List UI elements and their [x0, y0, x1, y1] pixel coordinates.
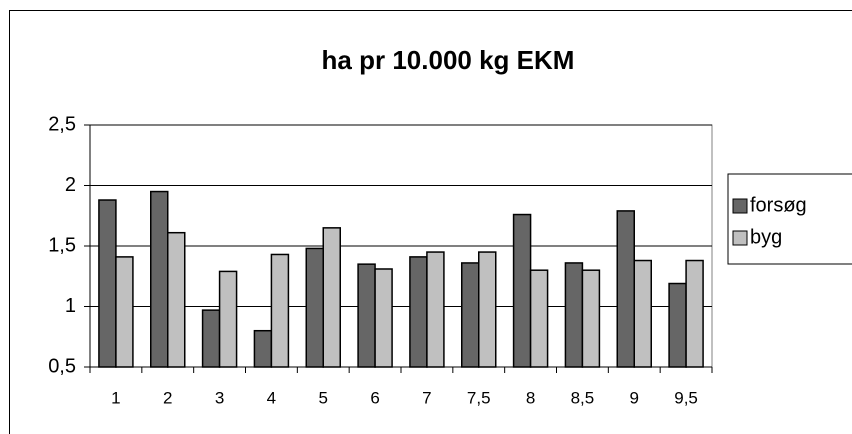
- bar: [668, 282, 687, 368]
- x-tick-label: 7: [422, 388, 431, 407]
- bar: [616, 210, 635, 368]
- bar: [305, 247, 324, 368]
- x-tick-label: 8,5: [571, 388, 595, 407]
- bar: [98, 199, 117, 368]
- bar: [461, 262, 480, 368]
- bar: [564, 262, 584, 368]
- bar: [218, 270, 238, 368]
- bar: [685, 259, 704, 368]
- bar: [529, 269, 549, 368]
- legend-swatch: [732, 198, 748, 214]
- x-tick-label: 7,5: [467, 388, 491, 407]
- bar: [478, 251, 497, 368]
- x-tick-label: 2: [163, 388, 172, 407]
- bar: [322, 227, 341, 368]
- chart-title: ha pr 10.000 kg EKM: [322, 45, 575, 75]
- bar: [426, 251, 445, 368]
- bar: [270, 253, 290, 368]
- x-tick-label: 9: [630, 388, 639, 407]
- legend-box: [727, 173, 852, 265]
- y-tick-label: 2,5: [48, 113, 76, 135]
- legend-swatch: [732, 230, 748, 246]
- bar: [409, 256, 428, 368]
- bar: [374, 268, 393, 368]
- x-tick-label: 9,5: [674, 388, 698, 407]
- legend-label: byg: [750, 226, 782, 248]
- bar: [201, 309, 221, 368]
- bar: [581, 269, 601, 368]
- x-tick-label: 3: [215, 388, 224, 407]
- bar: [357, 263, 376, 368]
- x-tick-label: 1: [111, 388, 120, 407]
- bar: [167, 231, 186, 368]
- bar: [253, 329, 273, 368]
- y-tick-label: 1,5: [48, 234, 76, 256]
- x-tick-label: 8: [526, 388, 535, 407]
- x-tick-label: 6: [370, 388, 379, 407]
- x-tick-label: 5: [319, 388, 328, 407]
- y-tick-label: 1: [65, 295, 76, 317]
- y-tick-label: 2: [65, 174, 76, 196]
- bar: [115, 256, 134, 368]
- y-tick-label: 0,5: [48, 355, 76, 377]
- x-tick-label: 4: [267, 388, 276, 407]
- bar: [150, 190, 169, 368]
- bar: [633, 259, 652, 368]
- legend-label: forsøg: [750, 194, 807, 216]
- bar: [512, 213, 532, 368]
